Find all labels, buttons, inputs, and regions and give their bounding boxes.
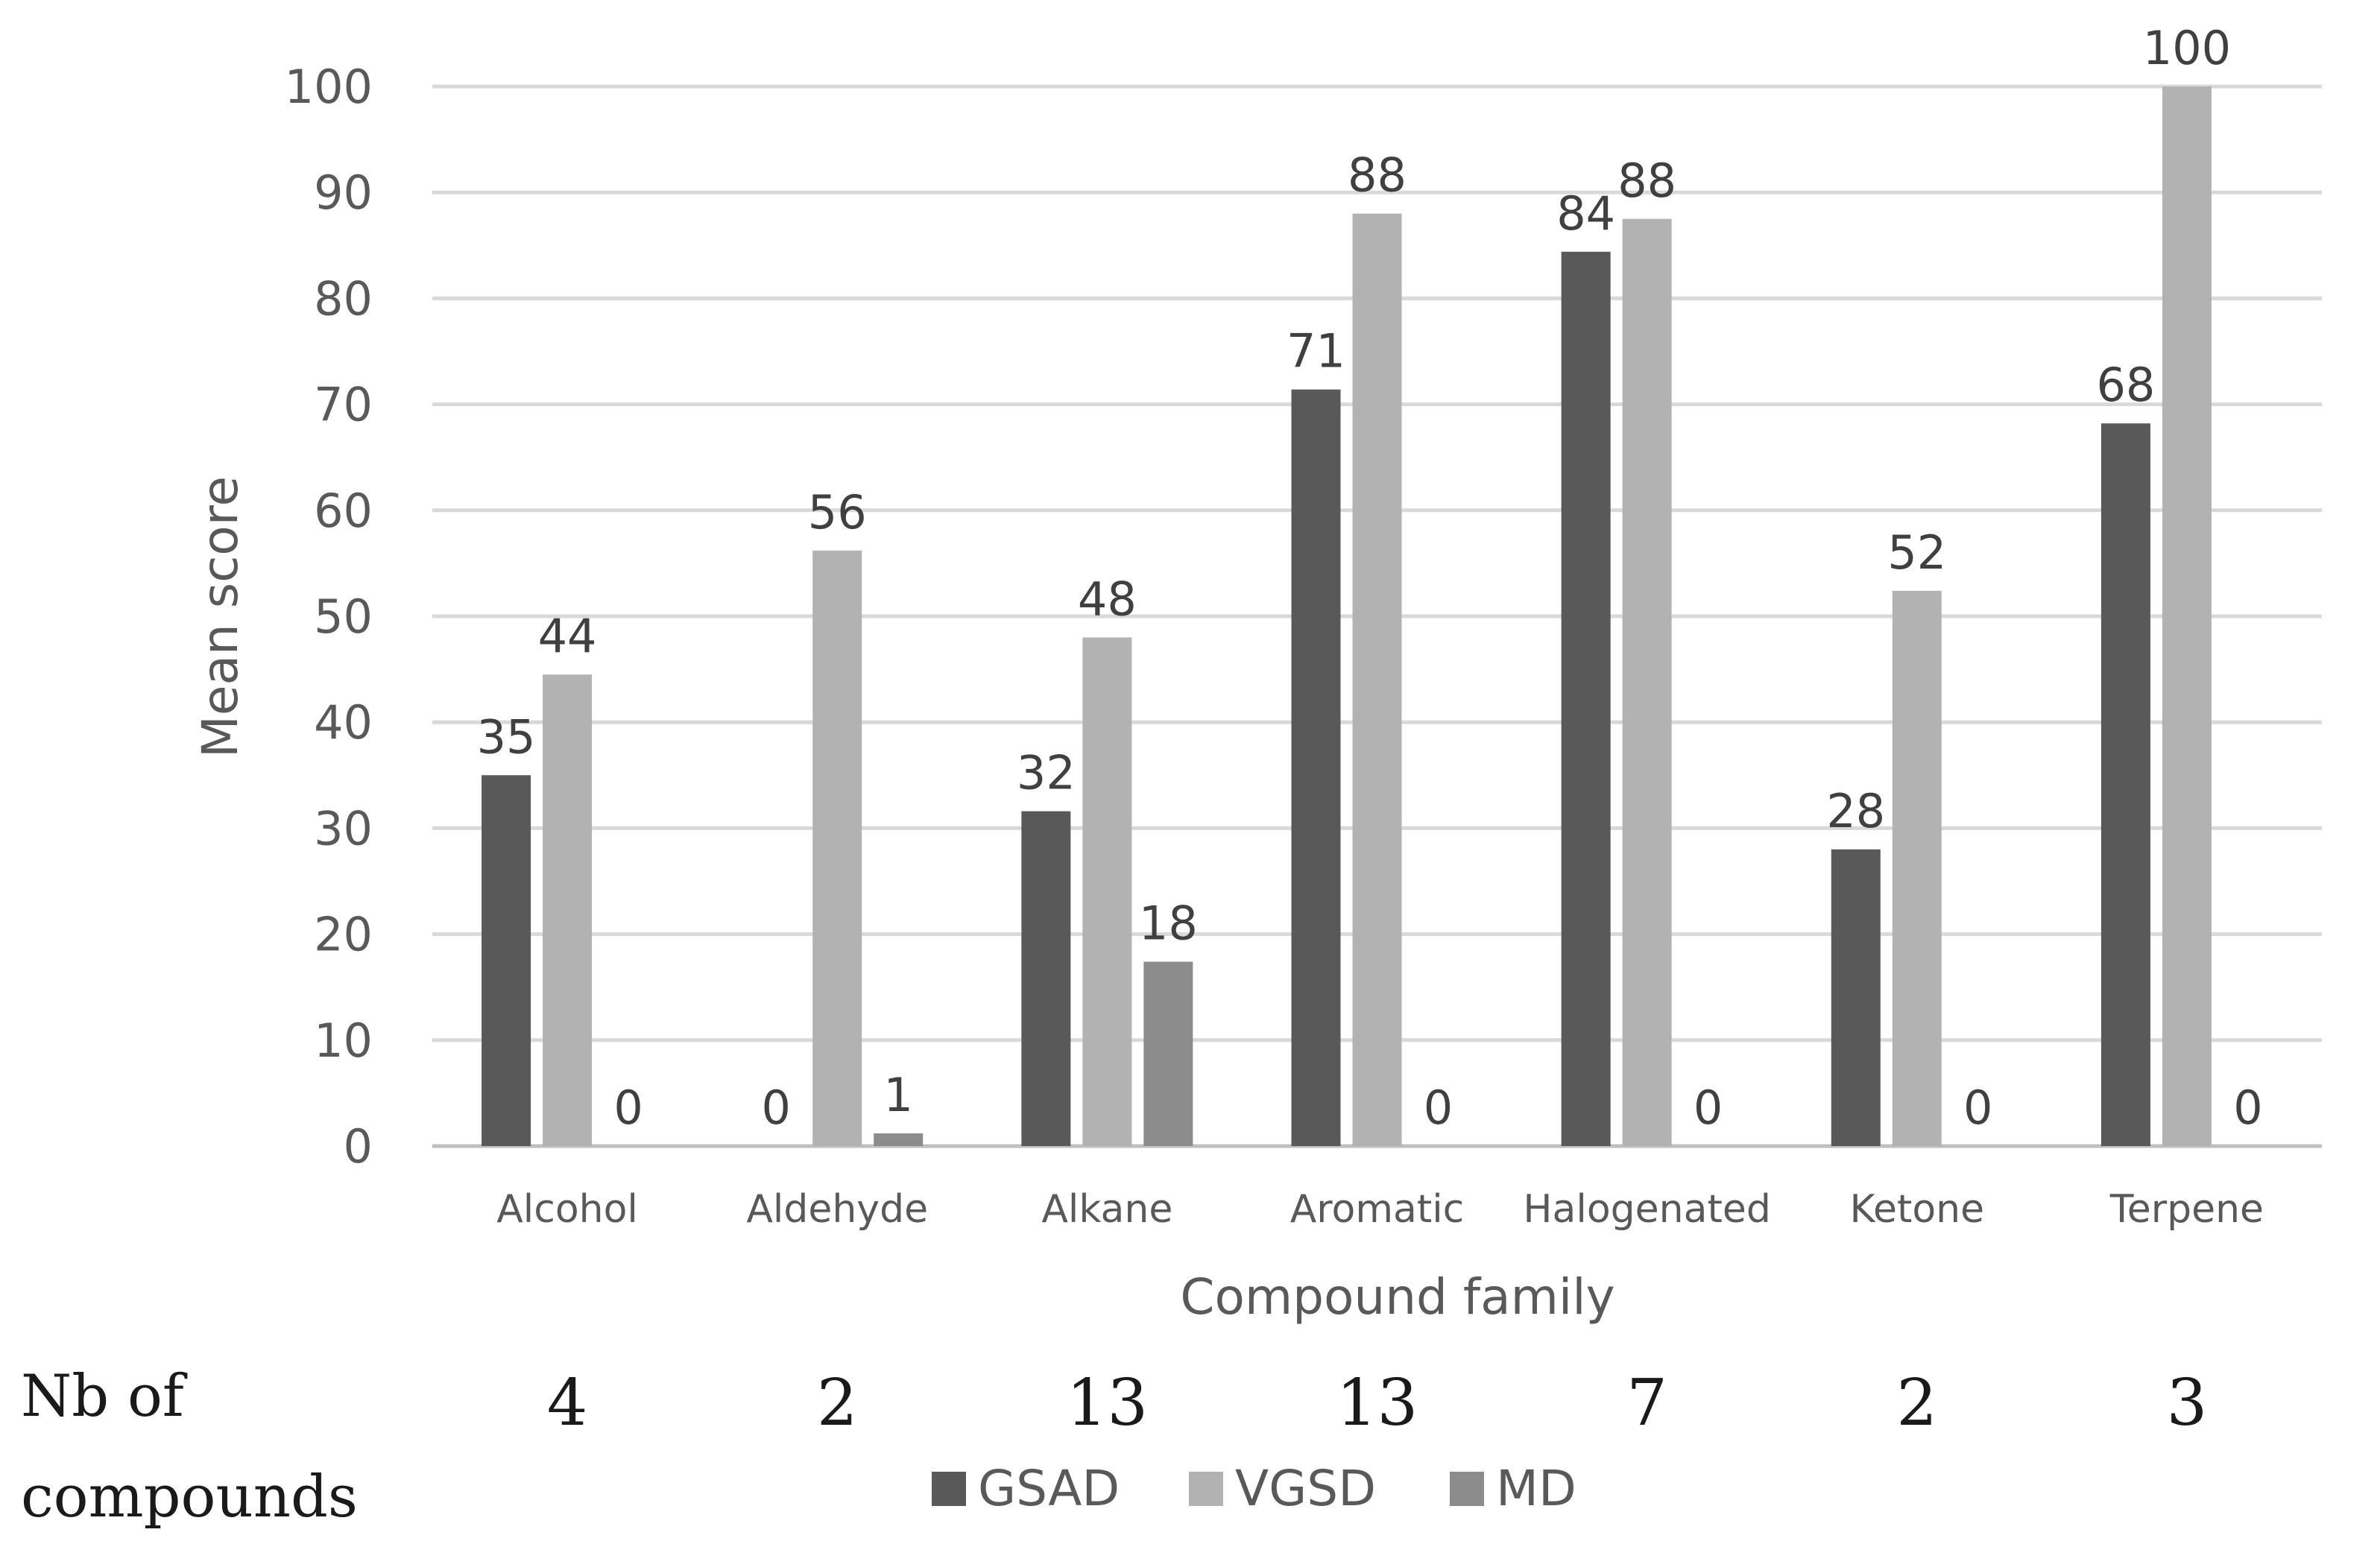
data-label-vgsd-halogenated: 88 — [1617, 154, 1676, 208]
y-tick-label: 20 — [314, 908, 373, 962]
y-tick-label: 70 — [314, 378, 373, 432]
x-category-label: Aldehyde — [746, 1187, 928, 1232]
y-axis-ticks: 0 10 20 30 40 50 60 70 80 90 100 — [285, 60, 373, 1174]
x-axis-title: Compound family — [1180, 1268, 1614, 1326]
bar-vgsd-alkane — [1082, 637, 1132, 1146]
legend-label-md: MD — [1496, 1460, 1576, 1517]
legend: GSAD VGSD MD — [932, 1460, 1576, 1517]
x-category-label: Alcohol — [496, 1187, 638, 1232]
data-label-md-aldehyde: 1 — [883, 1068, 912, 1122]
x-category-label: Alkane — [1041, 1187, 1172, 1232]
legend-swatch-vgsd — [1189, 1472, 1223, 1506]
bar-md-aldehyde — [874, 1133, 924, 1146]
y-tick-label: 80 — [314, 271, 373, 326]
data-label-md-alkane: 18 — [1139, 896, 1198, 951]
x-category-label: Halogenated — [1523, 1187, 1770, 1232]
data-label-gsad-ketone: 28 — [1826, 784, 1885, 838]
compound-count: 2 — [817, 1366, 858, 1440]
data-label-vgsd-alkane: 48 — [1078, 572, 1137, 626]
data-label-vgsd-aldehyde: 56 — [808, 485, 867, 540]
data-label-vgsd-aromatic: 88 — [1348, 148, 1407, 203]
compound-count: 4 — [547, 1366, 588, 1440]
bar-vgsd-alcohol — [543, 674, 593, 1146]
y-tick-label: 60 — [314, 484, 373, 538]
bar-vgsd-terpene — [2162, 86, 2212, 1146]
legend-swatch-gsad — [932, 1472, 966, 1506]
y-tick-label: 40 — [314, 695, 373, 750]
bar-vgsd-aldehyde — [812, 550, 862, 1146]
data-label-vgsd-alcohol: 44 — [538, 609, 597, 663]
data-label-md-halogenated: 0 — [1694, 1081, 1723, 1135]
y-tick-label: 50 — [314, 589, 373, 644]
y-tick-label: 30 — [314, 801, 373, 855]
data-label-md-ketone: 0 — [1963, 1081, 1992, 1135]
data-label-gsad-terpene: 68 — [2096, 358, 2155, 412]
compound-counts: 4 2 13 13 7 2 3 — [547, 1366, 2208, 1440]
bar-gsad-alkane — [1021, 811, 1071, 1146]
data-label-gsad-aldehyde: 0 — [761, 1081, 790, 1135]
bar-gsad-terpene — [2100, 423, 2150, 1146]
x-category-label: Aromatic — [1290, 1187, 1465, 1232]
bar-vgsd-aromatic — [1352, 213, 1402, 1146]
compound-count: 7 — [1626, 1366, 1667, 1440]
y-tick-label: 0 — [344, 1119, 373, 1174]
data-label-gsad-aromatic: 71 — [1287, 324, 1345, 379]
bars — [482, 86, 2212, 1146]
y-tick-label: 90 — [314, 165, 373, 220]
compound-count: 13 — [1336, 1366, 1418, 1440]
data-label-md-terpene: 0 — [2233, 1081, 2262, 1135]
y-tick-label: 10 — [314, 1013, 373, 1068]
bar-gsad-aromatic — [1291, 389, 1341, 1146]
compound-count: 3 — [2167, 1366, 2208, 1440]
bar-vgsd-halogenated — [1622, 218, 1672, 1146]
compound-count: 13 — [1067, 1366, 1148, 1440]
legend-label-vgsd: VGSD — [1235, 1460, 1376, 1517]
x-axis-categories: Alcohol Aldehyde Alkane Aromatic Halogenated… — [496, 1187, 2264, 1232]
legend-label-gsad: GSAD — [978, 1460, 1120, 1517]
y-axis-title: Mean score — [192, 476, 249, 758]
data-label-gsad-alcohol: 35 — [477, 709, 536, 764]
bar-gsad-halogenated — [1561, 251, 1611, 1146]
legend-swatch-md — [1450, 1472, 1484, 1506]
data-label-gsad-alkane: 32 — [1017, 746, 1076, 800]
compound-count: 2 — [1896, 1366, 1937, 1440]
data-label-gsad-halogenated: 84 — [1556, 186, 1615, 241]
x-category-label: Terpene — [2109, 1187, 2264, 1232]
data-label-vgsd-terpene: 100 — [2143, 21, 2231, 75]
nb-compounds-label-line1: Nb of — [21, 1363, 188, 1430]
bar-md-alkane — [1143, 961, 1193, 1146]
x-category-label: Ketone — [1849, 1187, 1984, 1232]
data-label-md-alcohol: 0 — [613, 1081, 643, 1135]
y-tick-label: 100 — [285, 60, 373, 114]
data-label-vgsd-ketone: 52 — [1887, 525, 1946, 580]
nb-compounds-label-line2: compounds — [21, 1464, 358, 1531]
bar-gsad-ketone — [1831, 849, 1881, 1146]
data-label-md-aromatic: 0 — [1424, 1081, 1453, 1135]
bar-gsad-alcohol — [482, 775, 531, 1146]
bar-vgsd-ketone — [1892, 590, 1942, 1146]
